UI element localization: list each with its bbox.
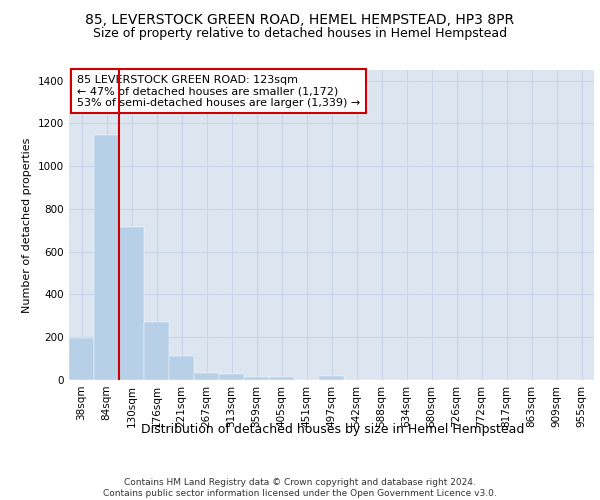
Bar [269,378,294,380]
Text: 85 LEVERSTOCK GREEN ROAD: 123sqm
← 47% of detached houses are smaller (1,172)
53: 85 LEVERSTOCK GREEN ROAD: 123sqm ← 47% o… [77,74,360,108]
Bar [119,227,144,380]
Y-axis label: Number of detached properties: Number of detached properties [22,138,32,312]
Bar [219,374,244,380]
Bar [319,376,344,380]
Bar [69,338,94,380]
Bar [94,135,119,380]
Text: Contains HM Land Registry data © Crown copyright and database right 2024.
Contai: Contains HM Land Registry data © Crown c… [103,478,497,498]
Bar [194,372,219,380]
Text: Size of property relative to detached houses in Hemel Hempstead: Size of property relative to detached ho… [93,28,507,40]
Text: 85, LEVERSTOCK GREEN ROAD, HEMEL HEMPSTEAD, HP3 8PR: 85, LEVERSTOCK GREEN ROAD, HEMEL HEMPSTE… [85,12,515,26]
Bar [244,377,269,380]
Bar [169,356,194,380]
Bar [144,322,169,380]
Text: Distribution of detached houses by size in Hemel Hempstead: Distribution of detached houses by size … [142,422,524,436]
